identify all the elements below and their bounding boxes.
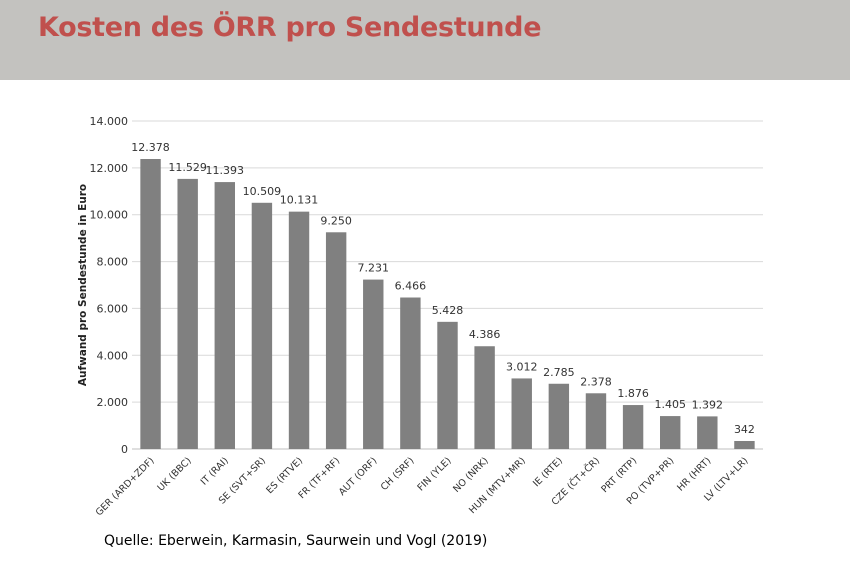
data-label: 2.785 — [543, 366, 575, 379]
bar — [177, 178, 198, 449]
data-label: 11.393 — [206, 164, 245, 177]
data-label: 1.392 — [692, 398, 724, 411]
x-tick-label: NO (NRK) — [451, 455, 491, 495]
bar — [585, 393, 607, 449]
bar — [734, 440, 755, 449]
y-tick-label: 12.000 — [90, 162, 129, 175]
x-tick-label: CH (SRF) — [379, 455, 417, 493]
bar — [251, 202, 273, 449]
data-label: 2.378 — [580, 375, 612, 388]
bar — [474, 346, 495, 449]
data-label: 342 — [734, 423, 755, 436]
x-tick-label: HR (HRT) — [675, 455, 713, 493]
bar — [214, 182, 236, 449]
y-tick-label: 6.000 — [97, 302, 129, 315]
y-tick-label: 10.000 — [90, 209, 129, 222]
bar — [659, 416, 681, 449]
data-label: 3.012 — [506, 360, 538, 373]
data-label: 7.231 — [358, 262, 390, 275]
data-label: 1.405 — [654, 398, 686, 411]
x-tick-label: IT (RAI) — [199, 455, 231, 487]
bar — [697, 416, 718, 449]
page-title: Kosten des ÖRR pro Sendestunde — [38, 12, 542, 43]
data-label: 1.876 — [617, 387, 649, 400]
x-tick-label: IE (RTE) — [531, 455, 565, 489]
y-tick-label: 4.000 — [97, 349, 129, 362]
y-axis-label: Aufwand pro Sendestunde in Euro — [77, 184, 89, 386]
data-label: 9.250 — [320, 214, 352, 227]
bar — [325, 232, 347, 449]
x-tick-label: GER (ARD+ZDF) — [94, 455, 157, 518]
bar — [140, 159, 161, 449]
data-label: 10.131 — [280, 194, 319, 207]
x-tick-label: AUT (ORF) — [337, 455, 380, 498]
data-label: 5.428 — [432, 304, 464, 317]
x-tick-label: UK (BBC) — [156, 455, 194, 493]
bar — [363, 279, 384, 449]
x-tick-label: PRT (RTP) — [599, 455, 639, 495]
data-label: 11.529 — [168, 161, 207, 174]
y-tick-label: 14.000 — [90, 115, 129, 128]
bar — [288, 211, 310, 449]
bar — [437, 321, 458, 449]
data-label: 4.386 — [469, 328, 501, 341]
data-label: 12.378 — [131, 141, 170, 154]
header-bar: Kosten des ÖRR pro Sendestunde — [0, 0, 850, 80]
data-label: 6.466 — [395, 280, 427, 293]
y-tick-label: 0 — [121, 443, 128, 456]
y-tick-label: 8.000 — [97, 256, 129, 269]
bar — [548, 383, 570, 449]
y-tick-label: 2.000 — [97, 396, 129, 409]
bar — [511, 378, 532, 449]
bar — [400, 297, 421, 449]
bar — [622, 405, 644, 449]
x-tick-label: FIN (YLE) — [416, 455, 454, 493]
data-label: 10.509 — [243, 185, 282, 198]
source-note: Quelle: Eberwein, Karmasin, Saurwein und… — [104, 533, 488, 549]
